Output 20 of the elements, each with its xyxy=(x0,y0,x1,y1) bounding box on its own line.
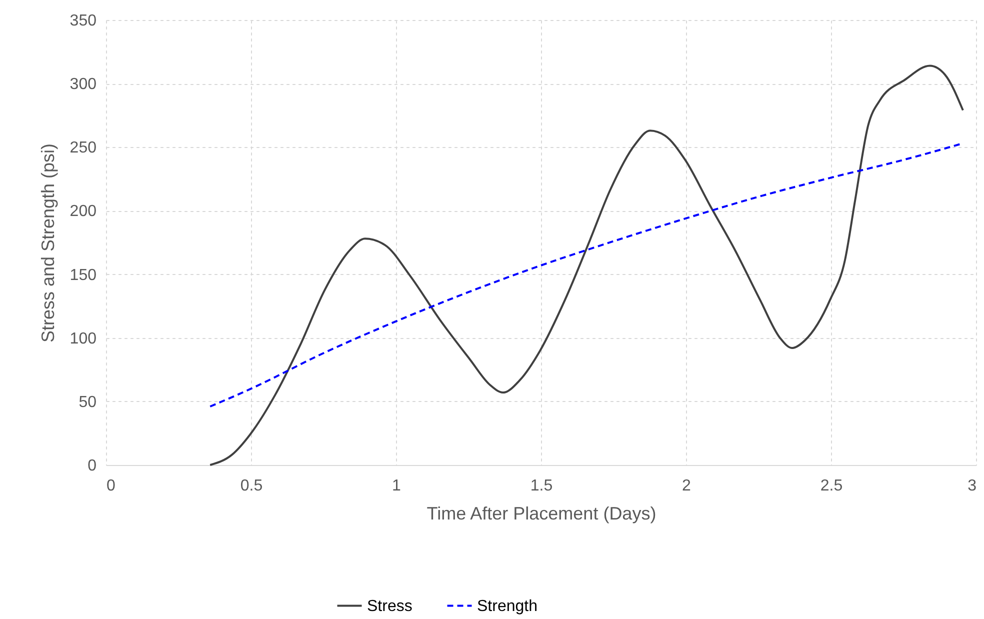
y-tick-label: 250 xyxy=(70,140,97,157)
legend-label: Strength xyxy=(477,598,538,615)
y-tick-label: 50 xyxy=(78,394,97,411)
x-tick-label: 1 xyxy=(392,478,402,494)
x-tick-label: 3 xyxy=(968,478,977,494)
line-series xyxy=(209,64,964,466)
x-tick-label: 2 xyxy=(682,478,692,494)
x-tick-label: 0.5 xyxy=(240,478,263,494)
legend-label: Stress xyxy=(367,598,412,615)
x-axis-title: Time After Placement (Days) xyxy=(426,504,656,524)
x-tick-label: 0 xyxy=(106,478,116,494)
y-tick-label: 150 xyxy=(70,266,97,284)
y-tick-label: 200 xyxy=(70,203,97,220)
y-tick-label: 100 xyxy=(70,330,97,348)
y-tick-label: 300 xyxy=(70,76,97,94)
y-tick-label: 350 xyxy=(70,12,97,30)
x-tick-label: 1.5 xyxy=(530,478,553,494)
y-axis-title: Stress and Strength (psi) xyxy=(38,143,58,343)
y-tick-label: 0 xyxy=(88,458,97,474)
x-tick-label: 2.5 xyxy=(820,478,843,494)
